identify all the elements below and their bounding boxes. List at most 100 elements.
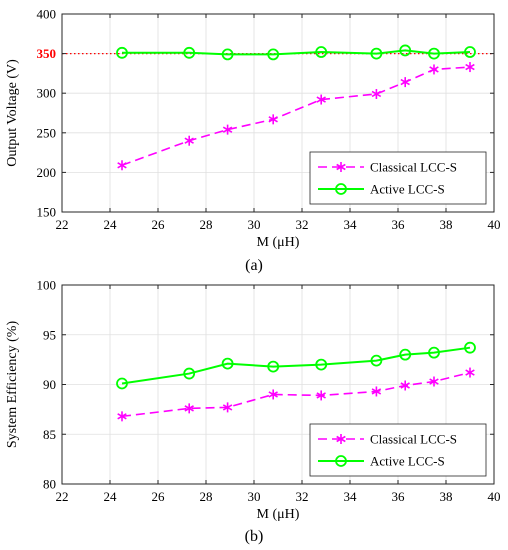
chart-2-series-1-point-stroke: [400, 382, 410, 389]
chart-2-series-1-point: [371, 386, 382, 397]
chart-2-legend-marker-stroke: [336, 435, 346, 443]
chart-2-series-1-point-stroke: [268, 391, 278, 398]
chart-1-ytick-label: 250: [37, 125, 57, 140]
chart-2-series-2-point: [315, 358, 328, 371]
chart-2-series-1-point-stroke: [465, 369, 475, 376]
chart-1-series-2-point: [370, 47, 383, 60]
chart-1-xtick-label: 38: [440, 217, 453, 232]
chart-1-legend: Classical LCC-S Active LCC-S: [309, 151, 487, 205]
chart-2-series-1-point: [117, 411, 127, 422]
chart-1-series-1-point-stroke: [316, 96, 326, 103]
chart-1-legend-label: Active LCC-S: [370, 182, 445, 197]
chart-1-xtick-label: 30: [248, 217, 261, 232]
chart-2-xtick-label: 38: [440, 489, 453, 504]
chart-2-legend-box: [309, 423, 487, 477]
chart-2-series-1-point-stroke: [371, 388, 382, 395]
chart-2-series-2-line: [121, 346, 471, 385]
chart-2-series-1-point: [465, 367, 475, 378]
chart-1-series-1-point: [117, 160, 127, 171]
chart-1-xtick-label: 28: [200, 217, 213, 232]
chart-1-legend-marker-stroke: [336, 163, 346, 171]
chart-1: 22 24 26 28 30 32 34 36 38 40 150 200 250 300 350 400 Cl…: [5, 7, 501, 275]
chart-2-legend-marker: [335, 455, 347, 467]
chart-2-series-1-point: [268, 389, 278, 400]
chart-2-series-1-point-stroke: [184, 405, 194, 412]
chart-2-legend: Classical LCC-S Active LCC-S: [309, 423, 487, 477]
chart-2-series-1-point-stroke: [316, 392, 326, 399]
chart-1-series-1-point: [400, 77, 410, 88]
chart-1-ytick-label-reference: 350: [37, 46, 57, 61]
chart-1-xlabel: M (μH): [257, 235, 300, 250]
chart-1-series-1-point-stroke: [222, 126, 233, 133]
chart-1-series-1-point-stroke: [117, 162, 127, 169]
chart-2-series-1-point-stroke: [117, 413, 127, 420]
chart-1-ytick-label: 400: [37, 7, 57, 22]
chart-1-series-1-point: [316, 94, 326, 105]
chart-2-series-2-point: [221, 357, 234, 370]
chart-1-ytick-label: 150: [37, 205, 57, 220]
chart-2-legend-label: Active LCC-S: [370, 454, 445, 469]
chart-1-xtick-label: 32: [296, 217, 309, 232]
chart-2-xtick-label: 22: [56, 489, 69, 504]
chart-2-ytick-label: 95: [43, 327, 56, 342]
chart-1-ytick-label: 300: [37, 86, 57, 101]
chart-2-legend-label: Classical LCC-S: [370, 432, 457, 447]
chart-2-series-2-point: [116, 377, 128, 390]
chart-2-series-2-point: [267, 360, 280, 373]
chart-1-series-2-point: [183, 46, 196, 59]
chart-1-series-1-point: [222, 124, 233, 135]
chart-2-series-2-point: [399, 348, 412, 361]
chart-1-series-2-point: [267, 48, 280, 61]
chart-2-legend-marker: [336, 434, 346, 444]
chart-1-ytick-label: 200: [37, 165, 57, 180]
chart-1-series-1-point: [371, 88, 382, 99]
chart-2-series-1-point: [316, 390, 326, 401]
chart-1-series-2-point: [315, 46, 328, 58]
chart-1-series-1-point-stroke: [184, 137, 194, 144]
chart-2-series-2-point: [183, 367, 196, 380]
chart-1-series-2-point: [399, 44, 412, 57]
chart-1-xtick-label: 22: [56, 217, 69, 232]
chart-2-series-1-point: [429, 376, 439, 387]
chart-2-ylabel: System Efficiency (%): [5, 321, 20, 449]
chart-1-series-1-point: [184, 135, 194, 146]
chart-2-series-1-point: [400, 380, 410, 391]
chart-1-frame: [61, 13, 495, 213]
chart-2-frame: [61, 284, 495, 485]
chart-1-series-1-point: [268, 114, 278, 125]
chart-1-legend-box: [309, 151, 487, 205]
chart-2-xtick-label: 26: [152, 489, 166, 504]
chart-1-subfigure-label: (a): [245, 257, 263, 274]
chart-2-xtick-label: 32: [296, 489, 309, 504]
chart-2-xtick-label: 34: [344, 489, 358, 504]
chart-2-ytick-label: 85: [43, 427, 56, 442]
chart-2-series-1-point-stroke: [429, 378, 439, 385]
chart-2-xlabel: M (μH): [257, 507, 300, 522]
chart-1-legend-marker: [335, 183, 347, 195]
chart-2-subfigure-label: (b): [245, 528, 264, 545]
chart-1-legend-marker: [336, 162, 346, 172]
chart-1-xtick-label: 24: [104, 217, 118, 232]
chart-2-series-2-point: [428, 346, 440, 359]
chart-1-series-1-point: [465, 62, 475, 73]
chart-2: 22 24 26 28 30 32 34 36 38 40 80 85 90 95 100 Classical…: [5, 278, 501, 546]
chart-1-series-1-point-stroke: [400, 78, 410, 86]
chart-2-ytick-label: 90: [43, 377, 56, 392]
chart-2-series-2-point: [464, 341, 476, 354]
chart-1-xtick-label: 26: [152, 217, 166, 232]
chart-1-series-2-point: [428, 47, 440, 60]
chart-1-series-1-point-stroke: [465, 63, 475, 71]
chart-2-series-1-point: [184, 403, 194, 414]
chart-1-series-1-point-stroke: [268, 116, 278, 123]
chart-1-ylabel: Output Voltage (V): [5, 59, 20, 167]
chart-1-series-2-point: [221, 48, 234, 61]
chart-1-series-2-line: [122, 49, 471, 56]
chart-2-series-1-point-stroke: [222, 404, 233, 411]
chart-1-legend-label: Classical LCC-S: [370, 160, 457, 175]
chart-2-series-2-point: [370, 354, 383, 367]
chart-1-series-1-point-stroke: [429, 66, 439, 73]
chart-1-xtick-label: 40: [488, 217, 501, 232]
chart-1-xtick-label: 34: [344, 217, 358, 232]
chart-2-xtick-label: 28: [200, 489, 213, 504]
